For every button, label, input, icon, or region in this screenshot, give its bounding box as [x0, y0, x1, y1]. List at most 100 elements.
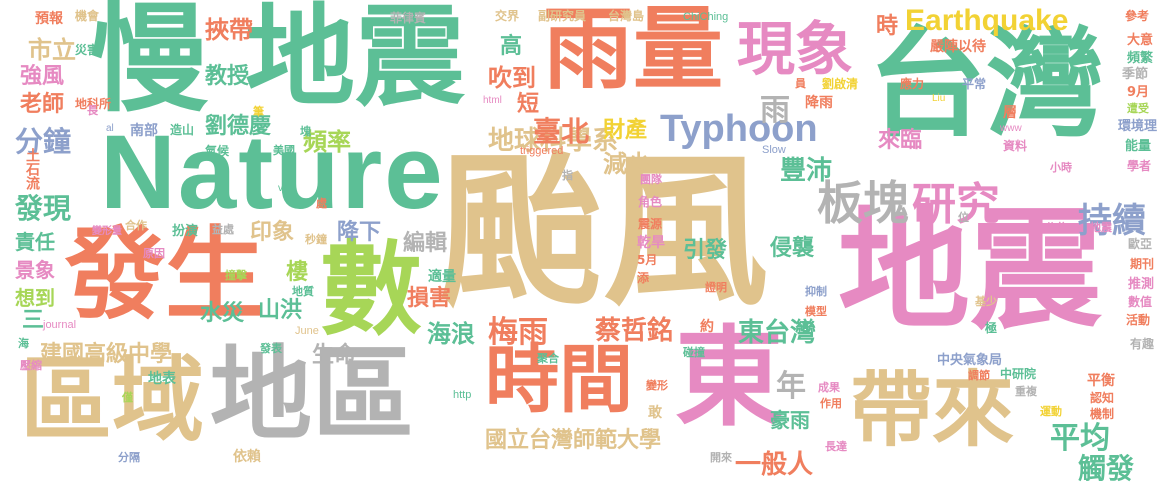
word-taiwan-island: 台灣島 — [608, 9, 645, 23]
word-mechanism: 機制 — [1090, 407, 1115, 421]
word-energy: 能量 — [1125, 139, 1152, 154]
word-typhoon-en: Typhoon — [660, 108, 818, 150]
word-liu-qiqing: 劉啟清 — [822, 77, 859, 91]
word-slow: 慢 — [90, 0, 209, 128]
word-frequency: 頻率 — [303, 128, 351, 156]
word-heavy-rain: 豪雨 — [770, 408, 810, 432]
word-carry: 挾帶 — [205, 16, 253, 44]
word-hour-char: 時 — [876, 14, 899, 39]
word-plum-rain: 梅雨 — [488, 315, 548, 350]
word-deform: 變形 — [646, 379, 668, 392]
word-liu-en: Liu — [932, 93, 946, 104]
word-building: 樓 — [286, 260, 309, 285]
word-result: 成果 — [818, 381, 840, 394]
word-landslide: 土石流 — [24, 148, 40, 190]
word-reference: 參考 — [1125, 9, 1150, 23]
word-cwb: 中央氣象局 — [937, 353, 1003, 368]
word-geology: 地質 — [292, 285, 314, 298]
word-team: 團隊 — [640, 173, 662, 186]
word-strong-wind: 強風 — [20, 64, 65, 89]
word-ntnu: 國立台灣師範大學 — [485, 428, 662, 453]
word-converge: 聚合 — [537, 352, 559, 365]
word-trigger: 觸發 — [1078, 452, 1135, 482]
word-earthquake-en: Earthquake — [905, 4, 1069, 37]
word-editor: 編輯 — [403, 231, 448, 256]
word-may: 5月 — [637, 253, 658, 267]
word-deformation: 變形量 — [92, 226, 122, 237]
word-slow-en: Slow — [762, 144, 786, 156]
word-on-alert: 嚴陣以待 — [930, 39, 986, 55]
word-teacher: 老師 — [20, 92, 65, 117]
word-stress: 應力 — [900, 77, 925, 91]
word-property: 財產 — [603, 118, 648, 143]
word-time: 時間 — [485, 337, 633, 423]
word-chiching: ChiChing — [683, 11, 729, 23]
word-careless: 大意 — [1127, 33, 1154, 48]
word-speculate: 推測 — [1128, 277, 1155, 292]
word-municipal: 市立 — [28, 36, 76, 64]
word-movement: 運動 — [1040, 405, 1062, 418]
word-place: 處 — [316, 197, 327, 210]
word-role: 角色 — [638, 195, 663, 209]
word-east-taiwan: 東台灣 — [738, 318, 817, 348]
word-scholar: 學者 — [1127, 159, 1152, 173]
word-taiwan: 台灣 — [868, 15, 1105, 153]
word-only: 僅 — [122, 391, 133, 404]
word-numeric: 數值 — [1128, 295, 1153, 309]
word-geo-institute: 地科所 — [75, 97, 112, 111]
word-environment: 環境理 — [1118, 119, 1158, 134]
word-area: 地區 — [210, 336, 414, 455]
word-earth-science: 地球科學系 — [488, 126, 619, 156]
word-nature: Nature — [100, 114, 445, 231]
word-model: 模型 — [805, 305, 827, 318]
word-eurasia: 歐亞 — [1128, 237, 1153, 251]
word-taipei: 臺北 — [533, 115, 590, 148]
word-occur: 發生 — [65, 216, 265, 333]
word-phenomenon: 現象 — [737, 15, 854, 83]
word-separate: 分隔 — [118, 451, 140, 464]
word-abundant: 豐沛 — [780, 156, 833, 186]
word-liu-deqing: 劉德慶 — [205, 114, 272, 139]
word-disaster: 災害 — [75, 43, 100, 57]
word-impression: 印象 — [250, 220, 295, 245]
word-june: June — [295, 325, 319, 337]
word-three: 三 — [22, 308, 45, 333]
word-discover: 發現 — [15, 192, 72, 225]
word-think-of: 想到 — [15, 286, 55, 310]
word-reduce: 減少 — [603, 150, 651, 178]
word-suffer: 遭受 — [1127, 102, 1149, 115]
word-add: 添 — [637, 271, 650, 285]
word-professor: 教授 — [205, 64, 250, 89]
word-damage: 損害 — [407, 286, 452, 311]
word-cooperate: 合作 — [125, 219, 147, 232]
word-benefit: 益處 — [212, 223, 234, 236]
word-earthquake-right: 地震 — [838, 194, 1102, 348]
word-collide: 碰撞 — [683, 346, 705, 359]
word-few: 基少 — [975, 295, 997, 308]
word-play-role: 扮演 — [172, 224, 199, 239]
word-spread: 開來 — [710, 451, 732, 464]
word-blow-to: 吹到 — [488, 64, 536, 92]
word-depend: 依賴 — [233, 449, 261, 465]
word-position: 位 — [958, 211, 969, 224]
word-usa: 美國 — [273, 144, 295, 157]
word-balance: 平衡 — [1087, 373, 1115, 389]
word-region: 區域 — [20, 347, 205, 454]
word-climate: 氣候 — [205, 144, 230, 158]
word-bring: 帶來 — [850, 363, 1015, 458]
word-pen: 筆 — [253, 105, 264, 118]
word-journal: journal — [43, 319, 77, 331]
word-rain: 雨 — [760, 93, 790, 128]
word-effect: 作用 — [820, 397, 842, 410]
word-html: html — [483, 95, 502, 106]
word-hours: 小時 — [1050, 161, 1072, 174]
word-point: 指 — [562, 169, 573, 182]
word-south: 南部 — [130, 123, 158, 139]
word-member: 員 — [795, 77, 806, 90]
word-cognition: 認知 — [1090, 391, 1115, 405]
word-suppress: 抑制 — [805, 285, 827, 298]
word-average: 平均 — [1050, 421, 1110, 456]
word-philippines: 菲律賓 — [390, 11, 427, 25]
word-typhoon-main: 颱風 — [438, 136, 768, 328]
